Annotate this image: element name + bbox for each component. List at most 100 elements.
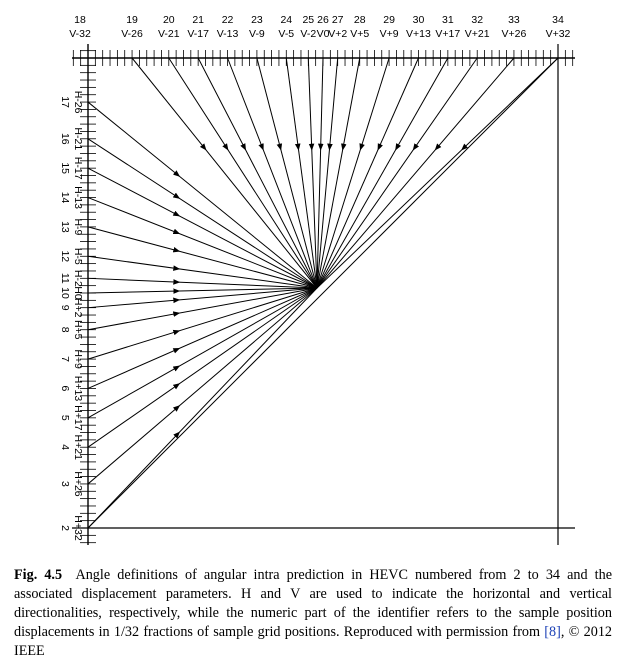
left-displacement-label: H-2 [72, 270, 84, 287]
horizontal-mode-arrow-line [87, 287, 318, 419]
vertical-mode-arrow-line [316, 57, 419, 289]
top-displacement-label: V+26 [502, 28, 527, 40]
left-displacement-label: H+26 [72, 471, 84, 497]
top-displacement-label: V-2 [300, 28, 316, 40]
horizontal-mode-arrow-line [87, 287, 318, 294]
top-displacement-label: V-5 [278, 28, 294, 40]
top-mode-number: 22 [222, 14, 234, 26]
left-mode-number: 14 [59, 192, 71, 204]
caption-text: Angle definitions of angular intra predi… [14, 567, 612, 640]
vertical-mode-arrow-line [316, 57, 324, 289]
top-displacement-label: V+13 [406, 28, 431, 40]
left-displacement-label: H-21 [72, 127, 84, 150]
top-mode-number: 21 [192, 14, 204, 26]
left-mode-number: 17 [59, 96, 71, 108]
top-displacement-label: V-32 [69, 28, 91, 40]
left-displacement-label: H-5 [72, 248, 84, 265]
left-mode-number: 11 [59, 273, 71, 284]
left-mode-number: 2 [59, 525, 71, 531]
left-mode-number: 16 [59, 133, 71, 145]
left-mode-number: 3 [59, 481, 71, 487]
horizontal-mode-arrow-line [87, 287, 318, 360]
horizontal-mode-arrow-line [87, 197, 318, 289]
left-displacement-label: H-26 [72, 91, 84, 114]
top-mode-number: 26 [317, 14, 329, 26]
top-displacement-label: V+5 [350, 28, 369, 40]
left-displacement-label: H+2 [72, 298, 84, 318]
top-mode-number: 32 [471, 14, 483, 26]
vertical-mode-arrow-line [227, 57, 318, 289]
vertical-mode-arrow-line [316, 57, 478, 289]
top-displacement-label: V-13 [217, 28, 239, 40]
left-mode-number: 4 [59, 444, 71, 450]
left-mode-number: 12 [59, 250, 71, 262]
horizontal-mode-arrow-line [87, 167, 318, 289]
top-displacement-label: V+32 [546, 28, 571, 40]
top-mode-number: 34 [552, 14, 564, 26]
horizontal-mode-arrow-line [87, 226, 318, 289]
left-mode-number: 6 [59, 386, 71, 392]
mode-labels: 18V-3219V-2620V-2121V-1722V-1323V-924V-5… [59, 14, 571, 541]
top-displacement-label: V-26 [121, 28, 143, 40]
vertical-mode-arrow-line [316, 57, 390, 289]
top-displacement-label: V-17 [187, 28, 209, 40]
top-mode-number: 24 [280, 14, 292, 26]
left-mode-number: 7 [59, 356, 71, 362]
left-mode-number: 8 [59, 327, 71, 333]
vertical-mode-arrow-line [168, 57, 318, 289]
vertical-mode-arrow-line [285, 57, 318, 289]
top-mode-number: 25 [302, 14, 314, 26]
horizontal-mode-arrow-line [87, 287, 318, 529]
figure-caption: Fig. 4.5 Angle definitions of angular in… [14, 566, 612, 661]
left-displacement-label: H+13 [72, 376, 84, 402]
horizontal-mode-arrow-line [87, 287, 318, 331]
left-displacement-label: H+21 [72, 435, 84, 461]
top-mode-number: 23 [251, 14, 263, 26]
prediction-arrows [87, 57, 559, 529]
frame-lines [72, 44, 575, 545]
reference-link[interactable]: [8] [544, 624, 561, 640]
angular-prediction-diagram: 18V-3219V-2620V-2121V-1722V-1323V-924V-5… [59, 14, 575, 545]
top-mode-number: 30 [413, 14, 425, 26]
horizontal-mode-arrow-line [87, 287, 318, 485]
left-displacement-label: H+5 [72, 320, 84, 340]
vertical-mode-arrow-line [316, 57, 339, 289]
left-displacement-label: H0 [72, 286, 84, 300]
vertical-mode-arrow-line [131, 57, 318, 289]
left-displacement-label: H+32 [72, 515, 84, 541]
top-mode-number: 28 [354, 14, 366, 26]
top-mode-number: 18 [74, 14, 86, 26]
top-mode-number: 29 [383, 14, 395, 26]
top-displacement-label: V0 [317, 28, 330, 40]
horizontal-mode-arrow-line [87, 287, 318, 389]
left-mode-number: 9 [59, 305, 71, 311]
top-displacement-label: V+2 [328, 28, 347, 40]
top-mode-number: 33 [508, 14, 520, 26]
vertical-mode-arrow-line [197, 57, 318, 289]
top-mode-number: 20 [163, 14, 175, 26]
top-displacement-label: V+21 [465, 28, 490, 40]
horizontal-mode-arrow-line [87, 287, 318, 309]
left-mode-number: 5 [59, 415, 71, 421]
diagonal-boundary [87, 57, 559, 529]
top-displacement-label: V+17 [435, 28, 460, 40]
horizontal-mode-arrow-line [87, 101, 318, 289]
horizontal-mode-arrow-line [87, 277, 318, 289]
top-mode-number: 31 [442, 14, 454, 26]
left-displacement-label: H-13 [72, 186, 84, 209]
horizontal-mode-arrow-line [87, 287, 318, 448]
horizontal-mode-arrow-line [87, 255, 318, 289]
left-displacement-label: H-9 [72, 218, 84, 235]
left-mode-number: 15 [59, 162, 71, 174]
vertical-mode-arrow-line [316, 57, 449, 289]
horizontal-mode-arrow-line [87, 138, 318, 289]
caption-copyright: , © 2012 IEEE [14, 624, 613, 659]
top-displacement-label: V-21 [158, 28, 180, 40]
figure-label: Fig. 4.5 [14, 567, 63, 583]
vertical-mode-arrow-line [256, 57, 318, 289]
grid-ticks [72, 50, 574, 544]
left-displacement-label: H+9 [72, 349, 84, 369]
left-mode-number: 10 [59, 287, 71, 299]
top-mode-number: 19 [126, 14, 138, 26]
vertical-mode-arrow-line [316, 57, 559, 289]
